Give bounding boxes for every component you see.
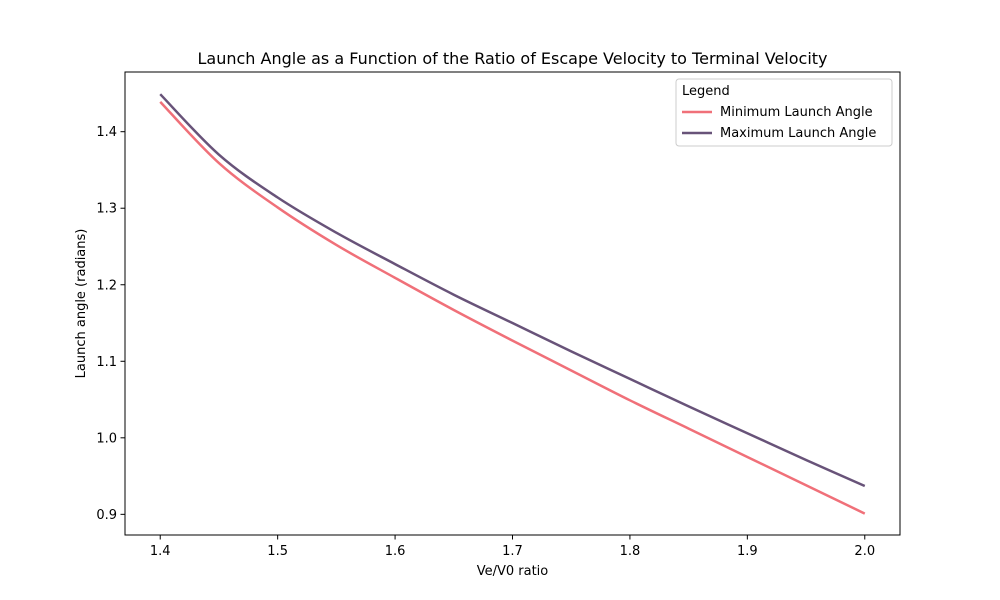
x-tick-label: 1.8	[620, 544, 641, 559]
legend-label-maximum: Maximum Launch Angle	[720, 126, 876, 141]
y-tick-label: 1.4	[96, 125, 117, 140]
y-axis-label: Launch angle (radians)	[74, 229, 89, 379]
x-tick-label: 2.0	[854, 544, 875, 559]
y-tick-label: 1.2	[96, 278, 117, 293]
series-line-maximum-launch-angle	[159, 93, 866, 488]
y-tick-label: 1.0	[96, 431, 117, 446]
x-tick-label: 1.4	[150, 544, 171, 559]
series-line-minimum-launch-angle	[159, 100, 866, 515]
y-tick-label: 1.1	[96, 355, 117, 370]
legend: Legend Minimum Launch Angle Maximum Laun…	[675, 78, 893, 147]
x-axis: 1.4 1.5 1.6 1.7 1.8 1.9 2.0	[150, 535, 875, 559]
legend-title: Legend	[682, 84, 730, 99]
x-tick-label: 1.6	[385, 544, 406, 559]
y-tick-label: 0.9	[96, 508, 117, 523]
x-tick-label: 1.9	[737, 544, 758, 559]
legend-box	[675, 78, 893, 147]
x-tick-label: 1.7	[502, 544, 523, 559]
x-axis-label: Ve/V0 ratio	[477, 564, 549, 579]
plot-area	[159, 93, 866, 515]
y-axis: 0.9 1.0 1.1 1.2 1.3 1.4	[96, 125, 125, 523]
legend-label-minimum: Minimum Launch Angle	[720, 105, 873, 120]
chart-title: Launch Angle as a Function of the Ratio …	[197, 49, 827, 68]
y-tick-label: 1.3	[96, 202, 117, 217]
x-tick-label: 1.5	[267, 544, 288, 559]
